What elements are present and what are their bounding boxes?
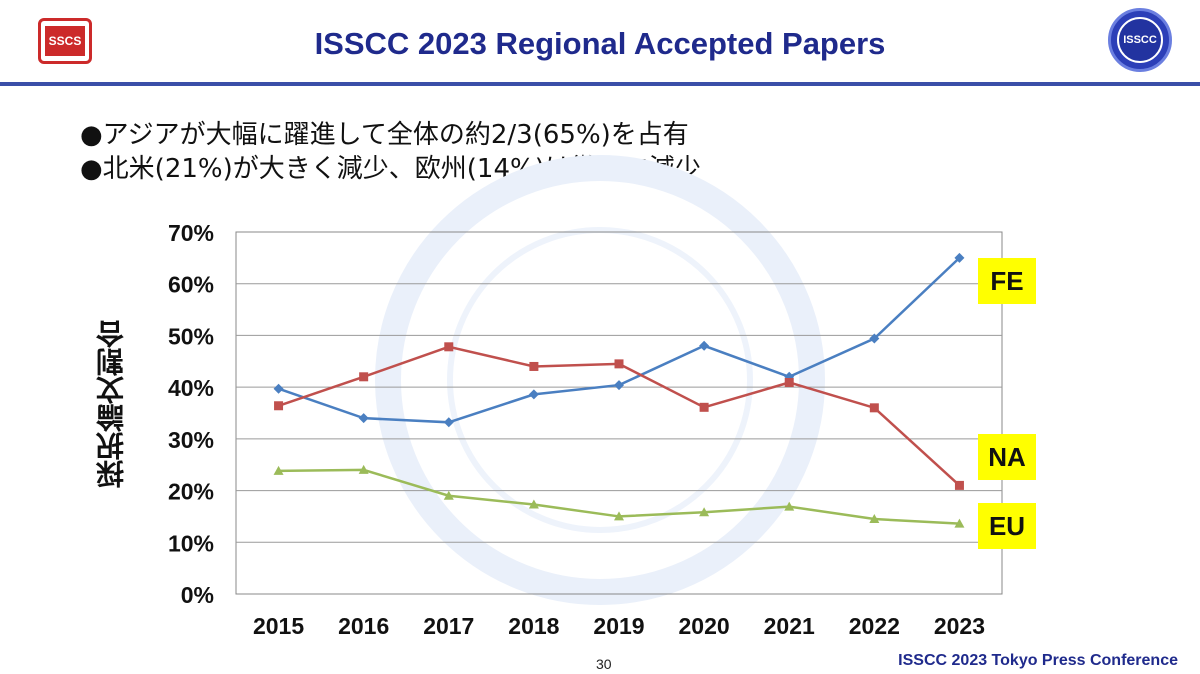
y-tick-label: 40% [168, 375, 214, 401]
bullet-list: ●アジアが大幅に躍進して全体の約2/3(65%)を占有 ●北米(21%)が大きく… [80, 118, 701, 186]
series-label-box [978, 258, 1036, 304]
y-tick-label: 10% [168, 530, 214, 556]
data-point [699, 507, 710, 517]
data-point [954, 518, 965, 528]
data-point [614, 359, 624, 369]
x-tick-label: 2022 [849, 613, 900, 639]
data-point [784, 501, 795, 511]
x-tick-label: 2020 [679, 613, 730, 639]
series-label: FE [990, 266, 1023, 296]
data-point [954, 252, 965, 263]
isscc-logo-text: ISSCC [1117, 17, 1163, 63]
x-tick-label: 2019 [593, 613, 644, 639]
header-rule [0, 82, 1200, 86]
y-tick-label: 70% [168, 220, 214, 246]
x-tick-label: 2015 [253, 613, 304, 639]
y-tick-label: 60% [168, 272, 214, 298]
data-point [358, 464, 369, 474]
isscc-logo: ISSCC [1108, 8, 1172, 72]
data-point [443, 417, 454, 428]
data-point [273, 383, 284, 394]
data-point [528, 389, 539, 400]
watermark-ring [375, 155, 825, 605]
x-tick-label: 2018 [508, 613, 559, 639]
y-tick-label: 50% [168, 323, 214, 349]
data-point [869, 333, 880, 344]
watermark-inner-ring [447, 227, 753, 533]
data-point [699, 340, 710, 351]
data-point [699, 402, 709, 412]
x-tick-label: 2017 [423, 613, 474, 639]
plot-area [235, 231, 1003, 595]
data-point [528, 499, 539, 509]
y-tick-label: 30% [168, 427, 214, 453]
series-label-box [978, 434, 1036, 480]
data-point [443, 490, 454, 500]
sscs-logo: SSCS [38, 18, 92, 64]
data-point [359, 372, 369, 382]
data-point [869, 514, 880, 524]
data-point [358, 413, 369, 424]
x-tick-label: 2021 [764, 613, 815, 639]
data-point [784, 377, 794, 387]
page-number: 30 [596, 656, 612, 672]
y-tick-label: 0% [181, 582, 214, 608]
page-title: ISSCC 2023 Regional Accepted Papers [314, 26, 886, 61]
series-label-box [978, 503, 1036, 549]
y-tick-label: 20% [168, 479, 214, 505]
data-point [614, 511, 624, 521]
data-point [444, 342, 454, 352]
data-point [954, 480, 964, 490]
series-label: NA [988, 442, 1026, 472]
data-point [869, 403, 879, 413]
footer-conference: ISSCC 2023 Tokyo Press Conference [898, 652, 1178, 669]
data-point [614, 380, 624, 391]
x-tick-label: 2023 [934, 613, 985, 639]
data-point [529, 361, 539, 371]
series-label: EU [989, 511, 1025, 541]
bullet-item: ●アジアが大幅に躍進して全体の約2/3(65%)を占有 [80, 120, 689, 150]
data-point [274, 401, 284, 411]
x-tick-label: 2016 [338, 613, 389, 639]
data-point [273, 465, 284, 475]
sscs-logo-text: SSCS [45, 26, 85, 56]
